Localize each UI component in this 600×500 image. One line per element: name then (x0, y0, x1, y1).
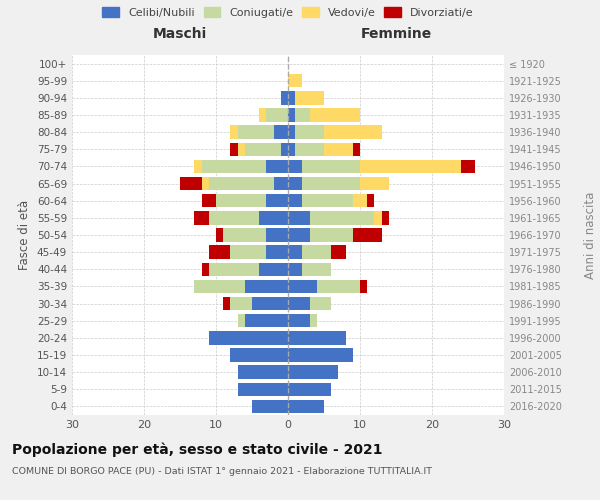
Bar (216, 228, 223, 241)
Bar (194, 211, 209, 224)
Bar (295, 142, 324, 156)
Bar (288, 314, 310, 328)
Bar (202, 194, 216, 207)
Bar (230, 126, 238, 139)
Bar (266, 246, 288, 259)
Bar (288, 74, 302, 88)
Bar (310, 108, 360, 122)
Bar (252, 297, 288, 310)
Bar (288, 194, 302, 207)
Bar (216, 194, 266, 207)
Bar (353, 228, 382, 241)
Text: Maschi: Maschi (153, 28, 207, 42)
Bar (310, 211, 374, 224)
Text: Femmine: Femmine (361, 28, 431, 42)
Bar (238, 126, 274, 139)
Bar (281, 91, 288, 104)
Bar (230, 348, 288, 362)
Bar (288, 211, 310, 224)
Bar (194, 160, 202, 173)
Legend: Celibi/Nubili, Coniugati/e, Vedovi/e, Divorziati/e: Celibi/Nubili, Coniugati/e, Vedovi/e, Di… (98, 3, 478, 22)
Bar (274, 177, 288, 190)
Bar (360, 177, 389, 190)
Bar (230, 246, 266, 259)
Bar (288, 280, 317, 293)
Text: Anni di nascita: Anni di nascita (584, 192, 598, 278)
Bar (324, 142, 353, 156)
Bar (259, 108, 266, 122)
Bar (238, 382, 288, 396)
Bar (288, 228, 310, 241)
Bar (266, 160, 288, 173)
Bar (266, 108, 288, 122)
Bar (374, 211, 382, 224)
Bar (252, 400, 288, 413)
Bar (295, 108, 310, 122)
Bar (382, 211, 389, 224)
Bar (230, 297, 252, 310)
Bar (310, 297, 331, 310)
Bar (317, 280, 360, 293)
Bar (281, 142, 288, 156)
Bar (295, 91, 324, 104)
Bar (302, 262, 331, 276)
Bar (245, 142, 281, 156)
Bar (223, 297, 230, 310)
Bar (266, 228, 288, 241)
Bar (461, 160, 475, 173)
Bar (288, 142, 295, 156)
Bar (238, 314, 245, 328)
Bar (194, 280, 245, 293)
Bar (288, 366, 338, 379)
Bar (302, 160, 360, 173)
Bar (288, 331, 346, 344)
Bar (245, 280, 288, 293)
Bar (209, 262, 259, 276)
Bar (288, 160, 302, 173)
Bar (230, 142, 238, 156)
Bar (209, 331, 288, 344)
Bar (288, 382, 331, 396)
Bar (223, 228, 266, 241)
Bar (302, 194, 353, 207)
Bar (259, 211, 288, 224)
Bar (302, 177, 360, 190)
Bar (324, 126, 382, 139)
Bar (288, 262, 302, 276)
Bar (288, 126, 295, 139)
Bar (202, 177, 209, 190)
Text: COMUNE DI BORGO PACE (PU) - Dati ISTAT 1° gennaio 2021 - Elaborazione TUTTITALIA: COMUNE DI BORGO PACE (PU) - Dati ISTAT 1… (12, 468, 432, 476)
Bar (209, 211, 259, 224)
Bar (180, 177, 202, 190)
Bar (288, 297, 310, 310)
Bar (302, 246, 331, 259)
Bar (288, 400, 324, 413)
Bar (288, 91, 295, 104)
Bar (209, 177, 274, 190)
Bar (274, 126, 288, 139)
Y-axis label: Fasce di età: Fasce di età (19, 200, 31, 270)
Bar (367, 194, 374, 207)
Bar (209, 246, 230, 259)
Bar (266, 194, 288, 207)
Bar (202, 160, 266, 173)
Bar (245, 314, 288, 328)
Bar (310, 228, 353, 241)
Bar (288, 177, 302, 190)
Bar (238, 142, 245, 156)
Bar (353, 142, 360, 156)
Bar (238, 366, 288, 379)
Bar (259, 262, 288, 276)
Bar (353, 194, 367, 207)
Bar (310, 314, 317, 328)
Bar (360, 160, 461, 173)
Bar (295, 126, 324, 139)
Bar (288, 246, 302, 259)
Bar (288, 108, 295, 122)
Bar (360, 280, 367, 293)
Bar (202, 262, 209, 276)
Bar (331, 246, 346, 259)
Bar (288, 348, 353, 362)
Text: Popolazione per età, sesso e stato civile - 2021: Popolazione per età, sesso e stato civil… (12, 442, 383, 457)
